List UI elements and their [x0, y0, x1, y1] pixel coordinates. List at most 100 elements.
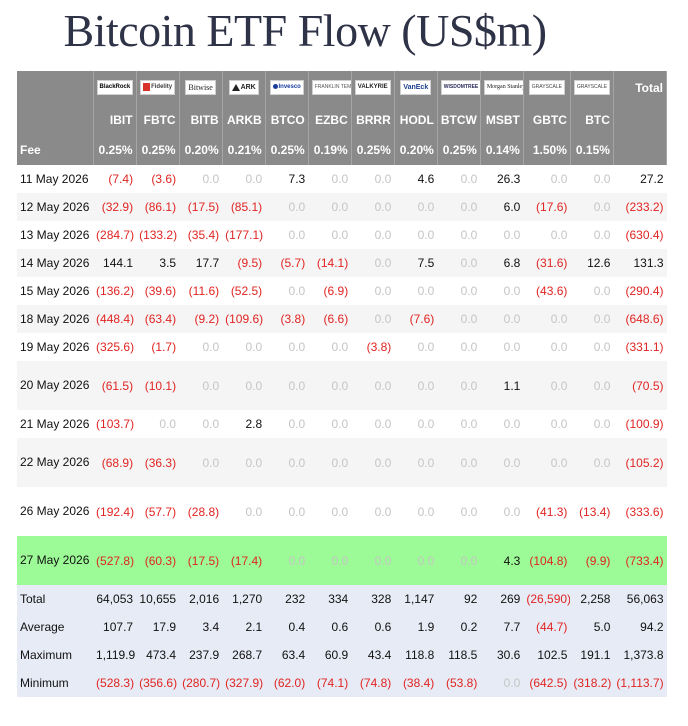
logo-cell: WISDOMTREE [437, 71, 481, 104]
flow-cell: 7.5 [394, 249, 438, 277]
flow-cell: (104.8) [523, 536, 571, 585]
summary-cell: 0.2 [437, 613, 481, 641]
flow-cell: 0.0 [265, 438, 309, 487]
flow-cell: 0.0 [570, 410, 614, 438]
flow-cell: (3.8) [265, 305, 309, 333]
ticker-ibit: IBIT [93, 104, 137, 135]
fee-total-blank [613, 135, 668, 165]
summary-cell: 2.1 [222, 613, 266, 641]
wisdomtree-logo: WISDOMTREE [440, 80, 480, 96]
flow-cell: 0.0 [480, 410, 524, 438]
fee-ezbc: 0.19% [308, 135, 352, 165]
flow-cell: 0.0 [351, 361, 395, 410]
row-date: 27 May 2026 [17, 536, 94, 585]
franklin-logo: FRANKLIN TEMPLETON [311, 80, 351, 96]
row-date: 20 May 2026 [17, 361, 94, 410]
summary-cell: (642.5) [523, 669, 571, 697]
flow-cell: 0.0 [265, 221, 309, 249]
flow-cell: (3.8) [351, 333, 395, 361]
summary-label: Minimum [17, 669, 94, 697]
flow-cell: 0.0 [523, 333, 571, 361]
fidelity-logo-text: Fidelity [151, 84, 173, 91]
summary-cell: (53.8) [437, 669, 481, 697]
flow-cell: 0.0 [351, 221, 395, 249]
flow-cell: 0.0 [351, 305, 395, 333]
flow-cell: 0.0 [570, 305, 614, 333]
logo-cell: Fidelity [136, 71, 180, 104]
table-row: 12 May 2026 (32.9) (86.1) (17.5) (85.1) 0.0 0.… [17, 193, 667, 221]
fee-btco: 0.25% [265, 135, 309, 165]
flow-cell: 0.0 [351, 277, 395, 305]
flow-cell: 0.0 [394, 487, 438, 536]
bitwise-logo: Bitwise [185, 80, 216, 96]
row-total: 27.2 [613, 165, 667, 193]
invesco-dot-icon [272, 84, 278, 90]
summary-total: 1,373.8 [613, 641, 667, 669]
row-total: (648.6) [613, 305, 667, 333]
row-total: 131.3 [613, 249, 667, 277]
flow-cell: 4.6 [394, 165, 438, 193]
summary-total: 94.2 [613, 613, 667, 641]
flow-cell: 0.0 [222, 438, 266, 487]
flow-cell: 0.0 [265, 536, 309, 585]
flow-cell: 0.0 [437, 361, 481, 410]
flow-cell: 0.0 [351, 487, 395, 536]
flow-cell: 0.0 [265, 487, 309, 536]
flow-cell: 0.0 [394, 438, 438, 487]
summary-cell: (74.1) [308, 669, 352, 697]
flow-cell: (9.9) [570, 536, 614, 585]
total-header: Total [613, 71, 668, 104]
vaneck-logo: VanEck [400, 80, 432, 96]
summary-cell: 328 [351, 585, 395, 613]
ticker-fbtc: FBTC [136, 104, 180, 135]
flow-cell: 0.0 [351, 438, 395, 487]
summary-cell: 7.7 [480, 613, 524, 641]
invesco-logo: Invesco [269, 80, 304, 96]
table-row: 18 May 2026 (448.4) (63.4) (9.2) (109.6) (3.8… [17, 305, 667, 333]
fee-gbtc: 1.50% [523, 135, 571, 165]
ticker-bitb: BITB [179, 104, 223, 135]
flow-cell: 0.0 [308, 536, 352, 585]
morgan-stanley-logo: Morgan Stanley [483, 80, 523, 96]
flow-cell: 0.0 [437, 221, 481, 249]
flow-cell: 0.0 [308, 333, 352, 361]
ticker-row: IBIT FBTC BITB ARKB BTCO EZBC BRRR HODL BTCW MSBT… [17, 104, 668, 135]
summary-cell: 237.9 [179, 641, 223, 669]
ticker-msbt: MSBT [480, 104, 524, 135]
logo-cell: Bitwise [179, 71, 223, 104]
flow-cell: 0.0 [523, 410, 571, 438]
flow-cell: 0.0 [394, 361, 438, 410]
summary-total: (1,113.7) [613, 669, 667, 697]
summary-total: 56,063 [613, 585, 667, 613]
flow-cell: (9.5) [222, 249, 266, 277]
flow-cell: (41.3) [523, 487, 571, 536]
logo-header-row: BlackRock Fidelity Bitwise ARK Invesco F… [17, 71, 668, 104]
summary-cell: 269 [480, 585, 524, 613]
flow-cell: 0.0 [523, 221, 571, 249]
ticker-btc: BTC [570, 104, 614, 135]
table-row: 11 May 2026 (7.4) (3.6) 0.0 0.0 7.3 0.0 0.0 4.6 0… [17, 165, 667, 193]
ticker-arkb: ARKB [222, 104, 266, 135]
summary-cell: 60.9 [308, 641, 352, 669]
flow-cell: 0.0 [222, 487, 266, 536]
summary-cell: (327.9) [222, 669, 266, 697]
flow-cell: 0.0 [351, 193, 395, 221]
summary-cell: (26,590) [523, 585, 571, 613]
flow-cell: 0.0 [570, 193, 614, 221]
blackrock-logo: BlackRock [96, 80, 134, 96]
flow-cell: 0.0 [570, 361, 614, 410]
logo-cell: GRAYSCALE [523, 71, 571, 104]
flow-cell: (527.8) [93, 536, 137, 585]
flow-cell: (325.6) [93, 333, 137, 361]
flow-cell: 1.1 [480, 361, 524, 410]
summary-cell: 268.7 [222, 641, 266, 669]
flow-cell: (136.2) [93, 277, 137, 305]
summary-cell: (62.0) [265, 669, 309, 697]
row-date: 11 May 2026 [17, 165, 94, 193]
summary-cell: 0.6 [308, 613, 352, 641]
fee-ibit: 0.25% [93, 135, 137, 165]
flow-cell: (1.7) [136, 333, 180, 361]
flow-cell: 0.0 [523, 165, 571, 193]
flow-cell: 0.0 [179, 361, 223, 410]
flow-cell: (13.4) [570, 487, 614, 536]
